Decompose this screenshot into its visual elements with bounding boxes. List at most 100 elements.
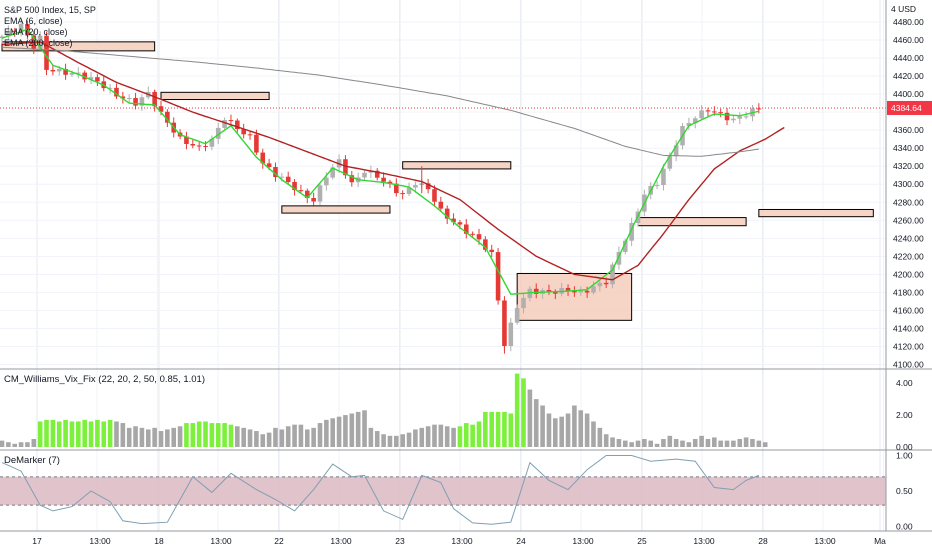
candle-down	[374, 170, 380, 178]
candle-down	[705, 110, 711, 112]
price-tick-label: 4440.00	[893, 53, 924, 63]
vix-bar-green	[44, 419, 49, 447]
vix-bar-green	[95, 419, 100, 447]
ema-line-6	[1, 28, 759, 295]
candle-down	[387, 181, 393, 184]
candle-down	[457, 222, 463, 225]
candle-down	[463, 224, 469, 234]
candle-down	[114, 87, 119, 97]
vix-bar	[718, 440, 723, 447]
price-tick-label: 4460.00	[893, 35, 924, 45]
time-tick-label: 13:00	[814, 536, 836, 546]
candle-up	[139, 97, 145, 106]
candle-up	[107, 87, 113, 89]
vix-bar	[317, 423, 323, 447]
last-price-label: 4384.64	[891, 103, 922, 113]
vix-bar-green	[50, 419, 56, 447]
time-tick-label: Ma	[874, 536, 886, 546]
vix-bar	[114, 421, 119, 447]
candle-up	[209, 138, 215, 147]
symbol-title[interactable]: S&P 500 Index, 15, SP	[4, 5, 96, 15]
vix-bar-green	[203, 421, 208, 447]
demarker-axis[interactable]: 1.00 0.50 0.00	[896, 451, 913, 532]
candle-up	[76, 72, 81, 74]
vix-bar	[25, 442, 30, 447]
candle-down	[82, 72, 87, 80]
vix-bar	[444, 426, 450, 447]
vix-bar	[667, 435, 673, 447]
candle-down	[12, 30, 18, 32]
price-zone	[160, 91, 270, 101]
vix-bar-green	[483, 411, 488, 447]
vix-bar	[343, 415, 348, 447]
vix-bar	[527, 389, 533, 447]
vix-bar	[533, 399, 539, 447]
candle-down	[470, 233, 475, 235]
vix-bar-green	[196, 421, 202, 447]
time-tick-label: 24	[516, 536, 526, 546]
vix-bar	[597, 427, 603, 447]
time-tick-label: 23	[395, 536, 405, 546]
vix-bar	[260, 434, 266, 447]
price-tick-label: 4180.00	[893, 287, 924, 297]
vix-fix-title[interactable]: CM_Williams_Vix_Fix (22, 20, 2, 50, 0.85…	[4, 374, 205, 385]
vix-bar	[451, 427, 456, 447]
vix-bar	[413, 429, 418, 447]
vix-bar	[419, 427, 425, 447]
last-price-tag: 4384.64	[887, 100, 932, 115]
price-tick-label: 4300.00	[893, 179, 924, 189]
price-axis[interactable]: 4480.00 4460.00 4440.00 4420.00 4400.00 4360.…	[893, 17, 924, 369]
candle-up	[0, 36, 5, 39]
candle-up	[508, 322, 514, 346]
candle-down	[254, 134, 259, 153]
demarker-tick-label: 1.00	[896, 451, 913, 461]
legend-ema-200[interactable]: EMA (200, close)	[4, 38, 73, 48]
candle-up	[317, 185, 323, 202]
price-tick-label: 4120.00	[893, 341, 924, 351]
candle-up	[69, 72, 75, 75]
time-axis[interactable]: 17 13:00 18 13:00 22 13:00 23 13:00 24 13:00 25 13:…	[32, 536, 886, 546]
vix-bar	[139, 427, 145, 447]
vix-bar	[616, 439, 622, 447]
candle-down	[158, 106, 164, 112]
candle-up	[324, 177, 329, 186]
vix-bar-green	[190, 423, 196, 447]
vix-tick-label: 0.00	[896, 442, 913, 452]
vix-bar	[438, 424, 444, 447]
vix-bar	[591, 421, 596, 447]
vix-bar-green	[514, 373, 520, 447]
legend-ema-20[interactable]: EMA (20, close)	[4, 27, 68, 37]
vix-bar	[241, 427, 246, 447]
candle-down	[502, 300, 507, 346]
vix-bar	[311, 427, 316, 447]
demarker-title[interactable]: DeMarker (7)	[4, 455, 60, 466]
candle-down	[343, 159, 348, 176]
time-tick-label: 13:00	[210, 536, 232, 546]
candle-down	[190, 143, 196, 146]
candle-up	[622, 240, 628, 252]
candle-down	[152, 91, 157, 107]
candle-up	[661, 168, 666, 186]
legend-ema-6[interactable]: EMA (6, close)	[4, 16, 63, 26]
candle-down	[95, 77, 100, 82]
candle-down	[724, 112, 730, 121]
currency-label: 4 USD	[891, 4, 916, 14]
time-tick-label: 13:00	[330, 536, 352, 546]
vix-bar-green	[88, 421, 94, 447]
candle-down	[120, 96, 126, 99]
candle-down	[553, 292, 558, 294]
vix-bar	[584, 413, 590, 447]
vix-bar	[680, 440, 685, 447]
vix-bar	[330, 418, 336, 447]
candle-up	[222, 120, 227, 128]
vix-axis[interactable]: 4.00 2.00 0.00	[896, 378, 913, 452]
demarker-tick-label: 0.50	[896, 486, 913, 496]
vix-bar	[673, 439, 679, 447]
candle-down	[476, 234, 482, 240]
vix-bar-green	[82, 419, 87, 447]
vix-bar	[432, 424, 437, 447]
ema-line-200	[1, 46, 759, 157]
vix-tick-label: 2.00	[896, 410, 913, 420]
vix-bar	[6, 442, 11, 447]
